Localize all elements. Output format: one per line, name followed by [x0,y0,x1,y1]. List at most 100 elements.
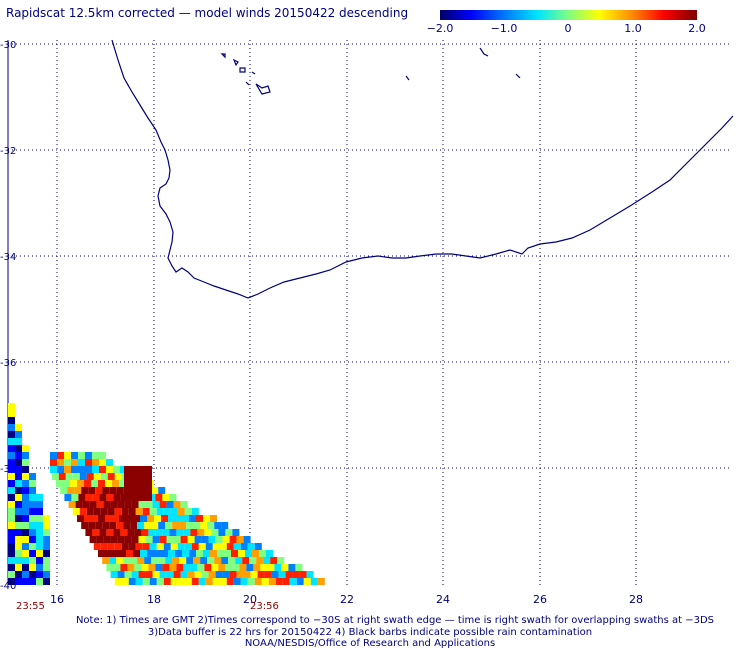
swath-cell [29,473,36,480]
swath-cell [190,529,198,536]
swath-cell [93,473,101,480]
swath-cell [15,564,22,571]
swath-cell [50,466,57,473]
swath-cell [292,571,300,578]
swath-cell [148,529,156,536]
swath-cell [191,578,199,585]
swath-cell [8,515,15,522]
island [405,75,410,81]
swath-cell [264,571,272,578]
swath-cell [165,557,173,564]
swath-cell [119,515,126,522]
swath-cell [15,557,22,564]
swath-cell [138,487,145,494]
swath-cell [22,487,29,494]
swath-cell [128,508,136,515]
swath-cell [29,480,36,487]
swath-cell [22,501,29,508]
swath-cell [29,536,36,543]
swath-cell [231,550,238,557]
swath-cell [147,550,154,557]
swath-cell [219,578,227,585]
swath-cell [51,473,59,480]
swath-cell [43,529,50,536]
swath-cell [72,508,80,515]
swath-cell [219,543,227,550]
swath-cell [127,529,135,536]
swath-cell [198,543,206,550]
swath-cell [22,550,29,557]
swath-cell [89,501,97,508]
swath-cell [131,501,139,508]
swath-cell [106,494,114,501]
swath-cell [22,459,29,466]
swath-cell [67,487,75,494]
swath-cell [317,578,325,585]
swath-cell [138,501,146,508]
swath-cell [229,571,237,578]
swath-cell [113,466,120,473]
swath-cell [159,536,167,543]
swath-cell [102,557,110,564]
swath-cell [8,557,15,564]
swath-cell [203,515,210,522]
swath-cell [233,578,241,585]
swath-cell [84,515,91,522]
swath-cell [201,571,209,578]
swath-cell [140,550,147,557]
swath-cell [8,529,15,536]
swath-cell [63,480,70,487]
swath-cell [278,571,286,578]
swath-cell [36,550,43,557]
swath-cell [22,473,29,480]
swath-cell [99,529,107,536]
lon-label: 28 [629,593,643,606]
swath-cell [36,557,43,564]
swath-cell [217,550,224,557]
swath-cell [170,508,178,515]
swath-cell [8,424,15,431]
swath-cell [99,459,106,466]
swath-cell [236,536,244,543]
swath-cell [168,550,175,557]
swath-cell [252,550,259,557]
swath-cell [173,536,181,543]
swath-cell [145,501,153,508]
swath-cell [215,571,223,578]
colorbar-gradient [440,10,697,20]
swath-cell [102,487,110,494]
swath-cell [22,529,29,536]
swath-cell [221,522,229,529]
swath-cell [102,522,110,529]
swath-cell [131,494,138,501]
swath-cell [60,487,68,494]
swath-cell [36,578,43,585]
swath-cell [152,536,160,543]
swath-cell [93,543,101,550]
swath-cell [8,459,15,466]
swath-cell [96,501,104,508]
swath-cell [82,501,90,508]
swath-cell [15,438,22,445]
swath-cell [70,480,77,487]
swath-cell [36,522,43,529]
swath-cell [57,452,64,459]
swath-cell [172,557,180,564]
swath-cell [124,536,132,543]
swath-cell [299,571,307,578]
swath-cell [8,550,15,557]
swath-cell [15,522,22,529]
swath-cell [124,480,131,487]
swath-cell [190,564,198,571]
swath-cell [260,564,268,571]
swath-cell [193,557,201,564]
swath-cell [158,487,166,494]
swath-cell [162,494,170,501]
swath-cell [243,571,251,578]
swath-cell [175,550,182,557]
swath-cell [92,452,99,459]
swath-cell [238,550,245,557]
swath-cell [145,536,153,543]
lon-label: 26 [533,593,547,606]
swath-cell [112,550,119,557]
